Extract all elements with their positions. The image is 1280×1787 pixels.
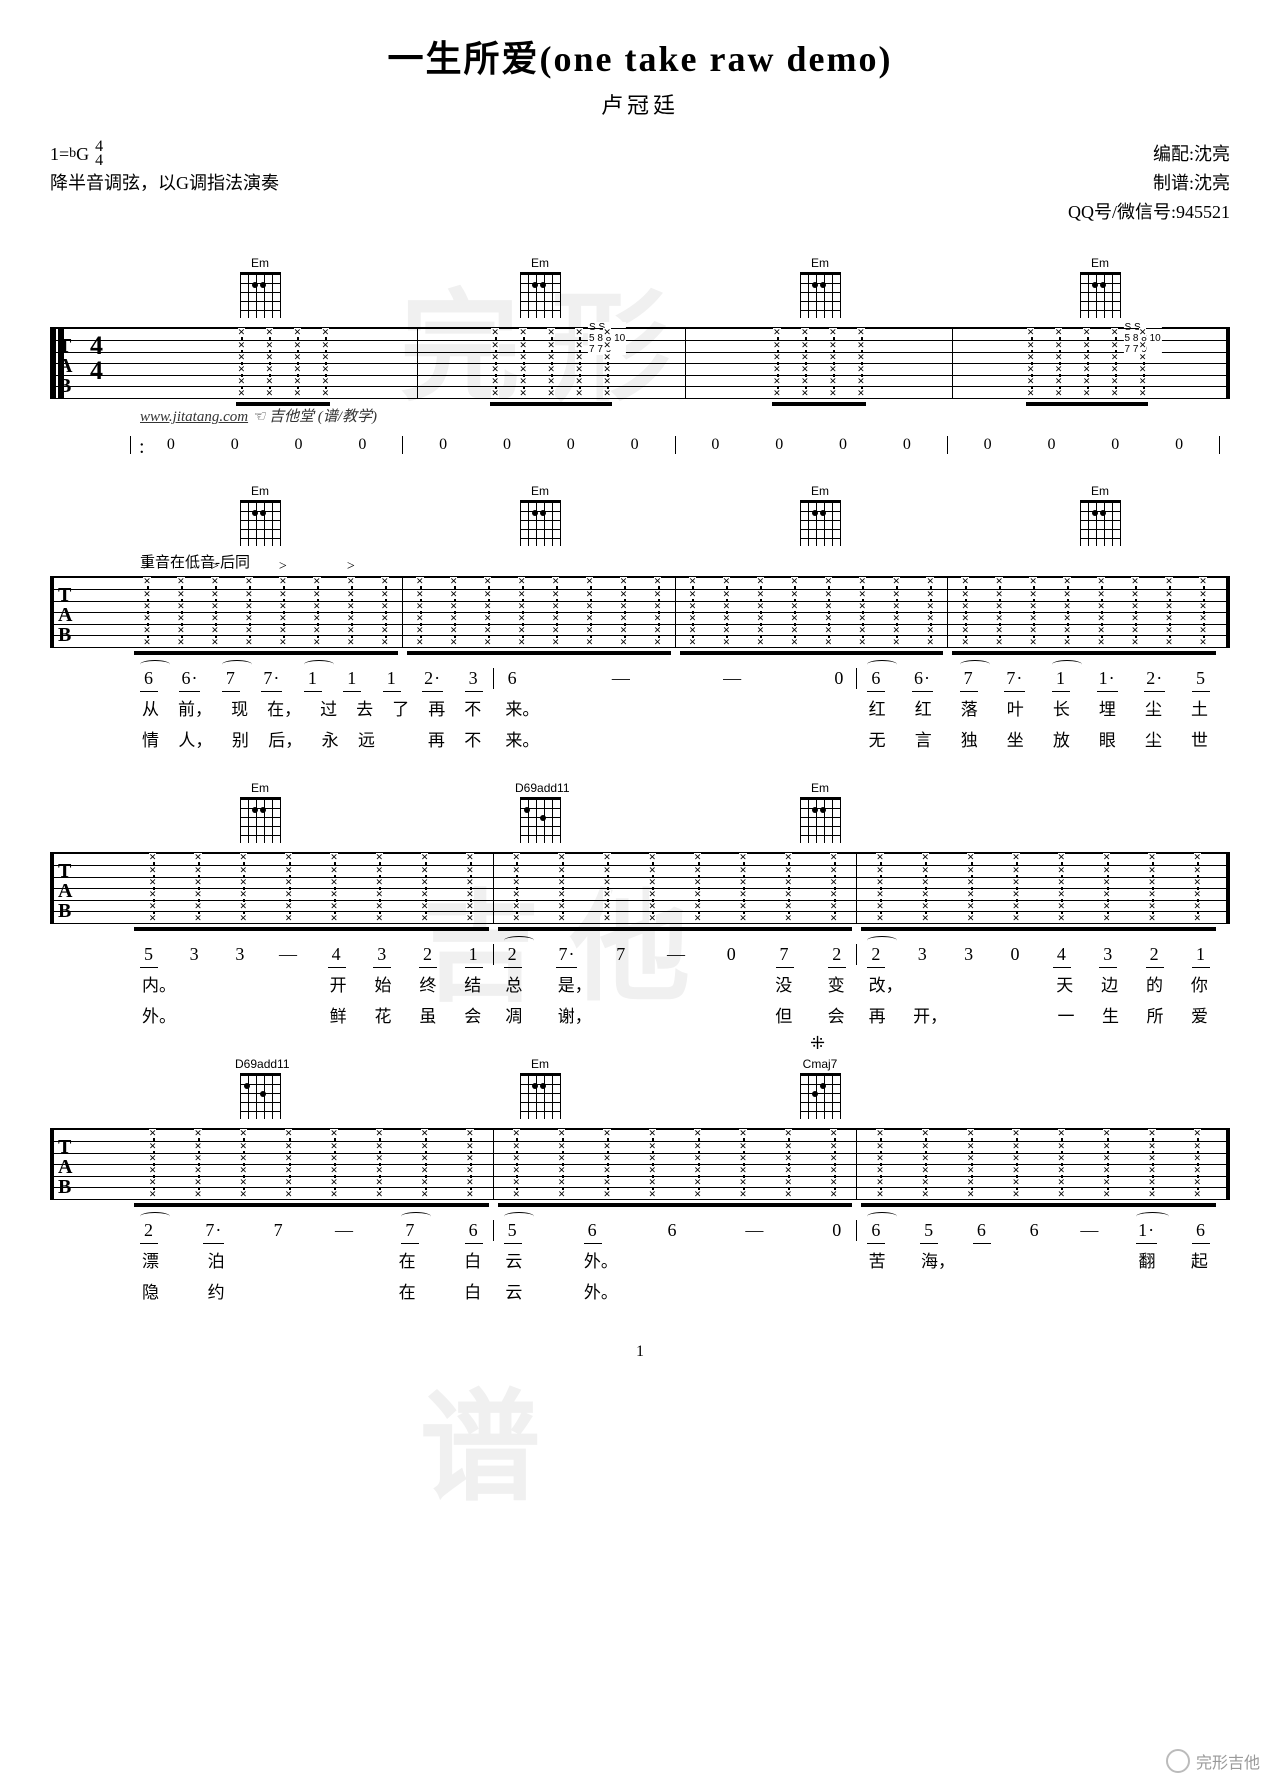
chord-row: D69add11 Em ⁜Cmaj7 xyxy=(50,1057,1230,1124)
time-signature: 4 4 xyxy=(95,140,103,169)
arranger: 沈亮 xyxy=(1194,144,1230,164)
chord-diagram-em: Em xyxy=(1075,256,1125,323)
lyric-row-2: 外。鲜花虽会 凋谢，但会 再开，一生所爱 xyxy=(50,1002,1230,1027)
notation-row: 27·7—76 566—0 6566—1·6 xyxy=(50,1220,1230,1241)
chord-diagram-em: Em xyxy=(235,256,285,323)
flat-symbol: b xyxy=(69,146,76,162)
contact: 945521 xyxy=(1176,202,1230,222)
measure: ✕✕✕✕✕✕✕✕✕✕✕✕✕✕✕✕✕✕✕✕✕✕✕✕ xyxy=(686,328,954,398)
chord-row: Em 重音在低音-后同 Em Em Em xyxy=(50,484,1230,572)
key-letter: G xyxy=(76,144,89,165)
contact-label: QQ号/微信号: xyxy=(1068,202,1176,222)
measure: 0000 xyxy=(402,436,674,454)
chord-diagram-em: Em xyxy=(795,781,845,848)
measure: 0000 xyxy=(675,436,947,454)
tab-staff: TAB ✕✕✕✕✕✕✕✕✕✕✕✕✕✕✕✕✕✕✕✕✕✕✕✕✕✕✕✕✕✕✕✕✕✕✕✕… xyxy=(50,1128,1230,1200)
chord-row: Em D69add11 Em xyxy=(50,781,1230,848)
chord-diagram-em: Em xyxy=(1075,484,1125,551)
arranger-label: 编配: xyxy=(1153,144,1194,164)
lyric-row-1: 从前，现在，过去了再不 来。 红红落叶长埋尘土 xyxy=(50,695,1230,720)
chord-diagram-cmaj7: Cmaj7 xyxy=(795,1057,845,1124)
system-3: Em D69add11 Em TAB ✕✕✕✕✕✕✕✕✕✕✕✕✕✕✕✕✕✕✕✕✕… xyxy=(50,781,1230,1027)
watermark: 谱 xyxy=(420,1350,570,1524)
system-1: Em Em Em Em TAB 44 ✕✕✕✕✕✕✕✕✕✕✕✕✕✕✕✕✕✕✕✕✕… xyxy=(50,256,1230,454)
meta-row: 1= b G 4 4 降半音调弦，以G调指法演奏 编配:沈亮 制谱:沈亮 QQ号… xyxy=(50,140,1230,226)
lyric-row-1: 漂泊在白 云外。 苦海，翻起 xyxy=(50,1247,1230,1272)
measure: 6566—1·6 xyxy=(856,1220,1220,1241)
tab-staff: TAB 44 ✕✕✕✕✕✕✕✕✕✕✕✕✕✕✕✕✕✕✕✕✕✕✕✕ ✕✕✕✕✕✕✕✕… xyxy=(50,327,1230,399)
meta-left: 1= b G 4 4 降半音调弦，以G调指法演奏 xyxy=(50,140,279,226)
system-2: Em 重音在低音-后同 Em Em Em TAB ✕✕✕✕✕✕>✕✕✕✕✕✕✕✕… xyxy=(50,484,1230,751)
jianpu-row: 0000 0000 0000 0000 xyxy=(50,436,1230,454)
tab-staff: TAB ✕✕✕✕✕✕✕✕✕✕✕✕✕✕✕✕✕✕✕✕✕✕✕✕✕✕✕✕✕✕✕✕✕✕✕✕… xyxy=(50,852,1230,924)
measure: 6——0 xyxy=(493,668,857,689)
chord-diagram-d69: D69add11 xyxy=(235,1057,285,1124)
measure: 66· 77· 11 12·3 xyxy=(130,668,493,689)
chord-diagram-em: Em xyxy=(235,781,285,848)
measure: ✕✕✕✕✕✕✕✕✕✕✕✕✕✕✕✕✕✕✕✕✕✕✕✕✕✕✕✕✕✕S S5 8 8 1… xyxy=(953,328,1220,398)
measure: 27·7—76 xyxy=(130,1220,493,1241)
chord-diagram-em: Em xyxy=(235,484,285,551)
chord-diagram-em: Em xyxy=(795,484,845,551)
notation-row: 66· 77· 11 12·3 6——0 66· 77· 11· 2·5 xyxy=(50,668,1230,689)
measure: ✕✕✕✕✕✕✕✕✕✕✕✕✕✕✕✕✕✕✕✕✕✕✕✕✕✕✕✕✕✕S S5 8 8 1… xyxy=(418,328,686,398)
chord-diagram-em: Em xyxy=(515,256,565,323)
chord-row: Em Em Em Em xyxy=(50,256,1230,323)
wechat-icon xyxy=(1166,1749,1190,1773)
measure: ✕✕✕✕✕✕✕✕✕✕✕✕✕✕✕✕✕✕✕✕✕✕✕✕ xyxy=(150,328,418,398)
lyric-row-2: 隐约在白 云外。 xyxy=(50,1278,1230,1303)
measure: 66· 77· 11· 2·5 xyxy=(856,668,1220,689)
url-note: www.jitatang.com ☜ 吉他堂 (谱/教学) xyxy=(140,405,1230,426)
tab-staff: TAB ✕✕✕✕✕✕>✕✕✕✕✕✕✕✕✕✕✕✕>✕✕✕✕✕✕✕✕✕✕✕✕>✕✕✕… xyxy=(50,576,1230,648)
notation-row: 533—4321 27·7—072 23304321 xyxy=(50,944,1230,965)
tuning-note: 降半音调弦，以G调指法演奏 xyxy=(50,173,279,193)
chord-diagram-d69: D69add11 xyxy=(515,781,565,848)
artist-name: 卢冠廷 xyxy=(50,88,1230,120)
chord-diagram-em: Em xyxy=(795,256,845,323)
header: 一生所爱(one take raw demo) 卢冠廷 xyxy=(50,30,1230,120)
chord-diagram-em: Em xyxy=(515,1057,565,1124)
measure: 23304321 xyxy=(856,944,1220,965)
transcriber-label: 制谱: xyxy=(1153,173,1194,193)
system-4: D69add11 Em ⁜Cmaj7 TAB ✕✕✕✕✕✕✕✕✕✕✕✕✕✕✕✕✕… xyxy=(50,1057,1230,1303)
page-number: 1 xyxy=(50,1343,1230,1361)
measure: 0000 xyxy=(130,436,402,454)
transcriber: 沈亮 xyxy=(1194,173,1230,193)
lyric-row-2: 情人，别后，永远再不 来。 无言独坐放眼尘世 xyxy=(50,726,1230,751)
footer-watermark: 完形吉他 xyxy=(1166,1749,1260,1773)
chord-diagram-em: Em xyxy=(515,484,565,551)
measure: 27·7—072 xyxy=(493,944,857,965)
key-prefix: 1= xyxy=(50,144,69,165)
coda-mark: ⁜ xyxy=(810,1033,825,1054)
accent-annotation: 重音在低音-后同 xyxy=(140,555,250,571)
measure: 533—4321 xyxy=(130,944,493,965)
measure: 0000 xyxy=(947,436,1220,454)
measure: 566—0 xyxy=(493,1220,857,1241)
song-title: 一生所爱(one take raw demo) xyxy=(50,30,1230,82)
meta-right: 编配:沈亮 制谱:沈亮 QQ号/微信号:945521 xyxy=(1068,140,1230,226)
lyric-row-1: 内。开始终结 总是，没变 改，天边的你 xyxy=(50,971,1230,996)
